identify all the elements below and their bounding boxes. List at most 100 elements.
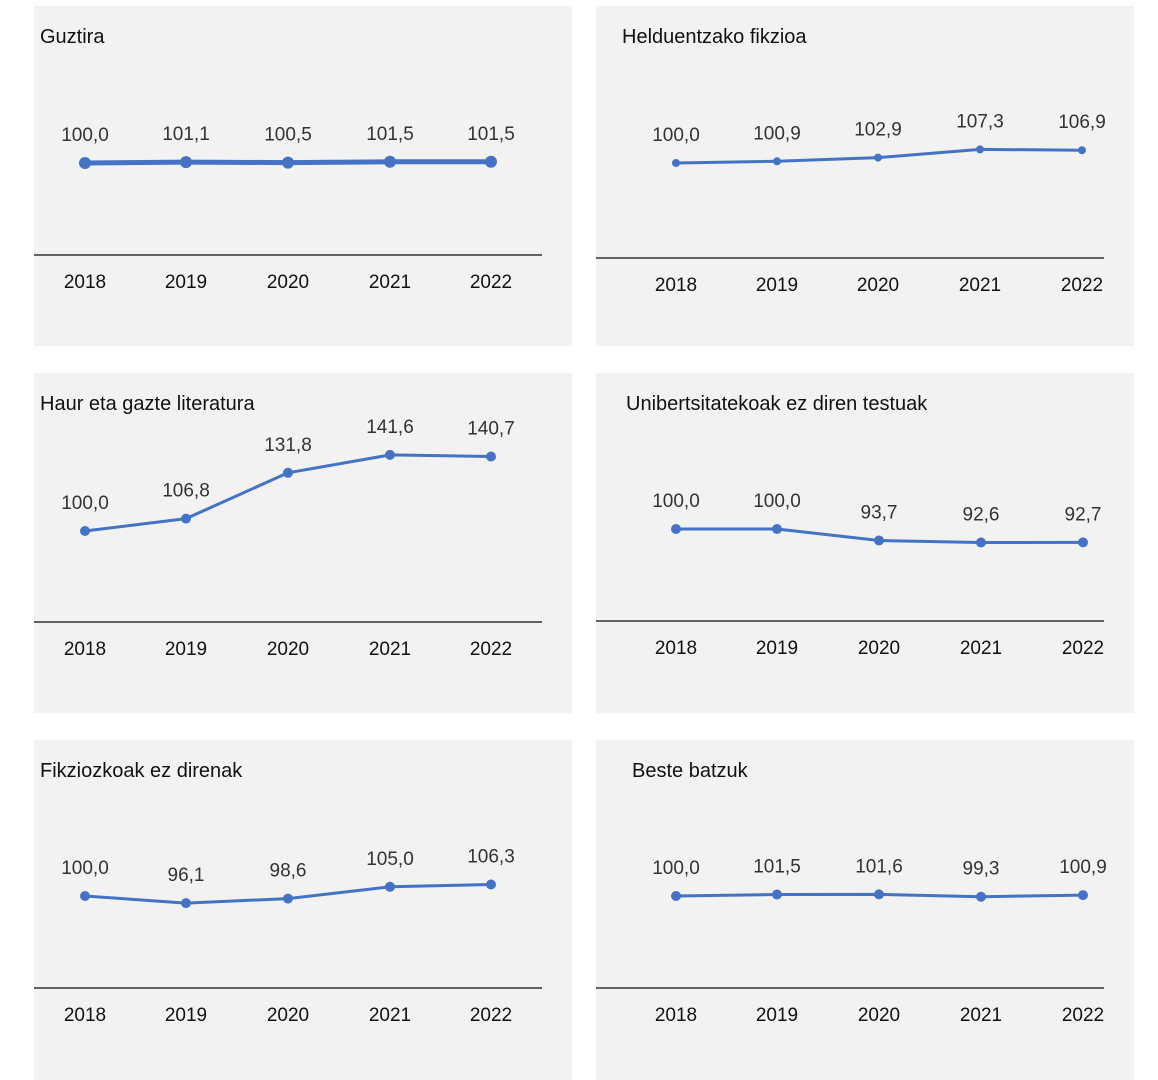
data-label: 100,0 [61, 493, 109, 514]
data-point [1078, 890, 1088, 901]
data-point [773, 157, 781, 166]
data-label: 100,0 [652, 858, 700, 879]
x-tick-label: 2020 [267, 272, 309, 293]
data-point [485, 155, 497, 168]
x-tick-label: 2021 [960, 1005, 1002, 1026]
data-label: 96,1 [168, 865, 205, 886]
x-tick-label: 2021 [369, 272, 411, 293]
data-point [180, 156, 192, 169]
chart-title: Fikziozkoak ez direnak [40, 760, 243, 782]
data-label: 101,1 [162, 124, 210, 145]
data-label: 99,3 [963, 859, 1000, 880]
data-label: 100,0 [652, 491, 700, 512]
chart-panel-helduentzako-fikzioa: Helduentzako fikzioa 100,0 2018 100,9 2019 1… [596, 6, 1134, 346]
data-point [672, 159, 680, 167]
data-point [874, 153, 882, 162]
data-point [671, 891, 681, 901]
data-point [283, 893, 293, 904]
line-chart: 100,0 2018 106,8 2019 131,8 2020 141,6 2021 140,… [34, 417, 542, 660]
x-tick-label: 2019 [165, 1005, 207, 1026]
data-label: 101,5 [753, 857, 801, 878]
chart-panel-haur-eta-gazte-literatura: Haur eta gazte literatura 100,0 2018 106,8… [34, 373, 572, 713]
data-label: 141,6 [366, 417, 414, 438]
data-point [976, 891, 986, 902]
data-point [874, 889, 884, 900]
data-label: 102,9 [854, 120, 902, 141]
data-point [671, 524, 681, 534]
data-label: 92,6 [963, 505, 1000, 526]
x-tick-label: 2018 [64, 1005, 106, 1026]
data-label: 100,5 [264, 125, 312, 146]
x-tick-label: 2022 [1062, 1005, 1104, 1026]
data-label: 106,8 [162, 481, 210, 502]
chart-title: Beste batzuk [632, 760, 748, 782]
data-label: 100,0 [652, 125, 700, 146]
data-point [283, 467, 293, 478]
series-line [83, 453, 493, 533]
x-tick-label: 2018 [64, 639, 106, 660]
data-point [772, 524, 782, 534]
x-tick-label: 2019 [756, 638, 798, 659]
line-chart: 100,0 2018 100,0 2019 93,7 2020 92,6 2021 92,7 20… [596, 491, 1104, 659]
x-tick-label: 2019 [756, 1005, 798, 1026]
chart-title: Guztira [40, 26, 105, 48]
data-point [385, 881, 395, 892]
x-tick-label: 2018 [655, 1005, 697, 1026]
data-point [79, 157, 91, 169]
data-label: 100,0 [61, 125, 109, 146]
x-tick-label: 2022 [1062, 638, 1104, 659]
x-tick-label: 2019 [756, 275, 798, 296]
chart-title: Unibertsitatekoak ez diren testuak [626, 393, 928, 415]
x-tick-label: 2022 [470, 1005, 512, 1026]
data-label: 92,7 [1065, 504, 1102, 525]
x-tick-label: 2020 [267, 1005, 309, 1026]
chart-panel-unibertsitatekoak-ez-diren-testuak: Unibertsitatekoak ez diren testuak 100,0… [596, 373, 1134, 713]
x-tick-label: 2018 [64, 272, 106, 293]
x-tick-label: 2021 [369, 639, 411, 660]
x-tick-label: 2022 [1061, 275, 1103, 296]
data-point [181, 513, 191, 524]
chart-title: Helduentzako fikzioa [622, 26, 807, 48]
data-point [1078, 537, 1088, 548]
data-point [181, 898, 191, 909]
line-chart: 100,0 2018 101,5 2019 101,6 2020 99,3 2021 100,9… [596, 856, 1107, 1026]
x-tick-label: 2020 [857, 275, 899, 296]
data-point [772, 889, 782, 900]
x-tick-label: 2021 [369, 1005, 411, 1026]
x-tick-label: 2019 [165, 639, 207, 660]
x-tick-label: 2020 [267, 639, 309, 660]
data-point [486, 879, 496, 890]
x-tick-label: 2018 [655, 638, 697, 659]
data-point [976, 145, 984, 154]
data-label: 131,8 [264, 435, 312, 456]
x-tick-label: 2021 [959, 275, 1001, 296]
data-point [80, 891, 90, 901]
data-point [486, 451, 496, 462]
data-point [874, 535, 884, 546]
data-label: 98,6 [270, 861, 307, 882]
data-point [385, 449, 395, 460]
data-label: 101,5 [366, 124, 414, 145]
data-label: 140,7 [467, 419, 515, 440]
data-point [1078, 146, 1086, 155]
data-label: 105,0 [366, 849, 414, 870]
data-point [282, 156, 294, 169]
x-tick-label: 2020 [858, 638, 900, 659]
data-point [384, 155, 396, 168]
data-point [80, 526, 90, 536]
x-tick-label: 2022 [470, 272, 512, 293]
x-tick-label: 2020 [858, 1005, 900, 1026]
chart-panel-guztira: Guztira 100,0 2018 101,1 2019 100,5 2020 101,5… [34, 6, 572, 346]
chart-title: Haur eta gazte literatura [40, 393, 255, 415]
line-chart: 100,0 2018 100,9 2019 102,9 2020 107,3 2021 106,… [596, 111, 1106, 296]
data-label: 107,3 [956, 111, 1004, 132]
data-label: 106,3 [467, 847, 515, 868]
x-tick-label: 2022 [470, 639, 512, 660]
x-tick-label: 2021 [960, 638, 1002, 659]
chart-panel-beste-batzuk: Beste batzuk 100,0 2018 101,5 2019 101,6 2020… [596, 740, 1134, 1080]
data-point [976, 537, 986, 548]
data-label: 100,0 [753, 491, 801, 512]
data-label: 101,6 [855, 856, 903, 877]
x-tick-label: 2018 [655, 275, 697, 296]
chart-panel-fikziozkoak-ez-direnak: Fikziozkoak ez direnak 100,0 2018 96,1 2019… [34, 740, 572, 1080]
